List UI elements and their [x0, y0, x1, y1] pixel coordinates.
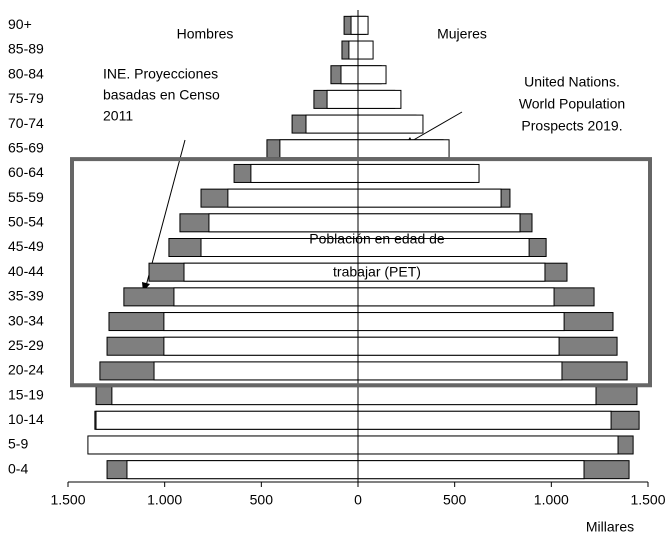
- bar: [126, 460, 359, 480]
- y-tick-label: 15-19: [8, 386, 44, 402]
- bar: [326, 89, 359, 109]
- y-tick-label: 70-74: [8, 115, 44, 131]
- bar: [95, 410, 359, 430]
- y-tick-label: 20-24: [8, 362, 44, 378]
- x-tick-label: 500: [250, 492, 274, 508]
- right-label: Mujeres: [437, 26, 487, 42]
- x-tick-label: 0: [354, 492, 362, 508]
- y-tick-label: 65-69: [8, 139, 44, 155]
- bar: [357, 460, 585, 480]
- bar: [340, 65, 359, 85]
- y-tick-label: 85-89: [8, 41, 44, 57]
- bar: [227, 188, 359, 208]
- annotation: basadas en Censo: [103, 87, 220, 103]
- bar: [357, 336, 560, 356]
- y-tick-label: 60-64: [8, 164, 44, 180]
- bar: [111, 386, 359, 406]
- bar: [357, 312, 565, 332]
- x-tick-label: 1.500: [630, 492, 665, 508]
- bar: [357, 163, 480, 183]
- annotation: Prospects 2019.: [521, 118, 622, 134]
- bar: [357, 410, 612, 430]
- bar: [357, 287, 555, 307]
- annotation: World Population: [519, 96, 625, 112]
- pet-box: [70, 157, 652, 388]
- x-tick-label: 1.000: [147, 492, 182, 508]
- bar: [87, 435, 359, 455]
- arrow-un: [409, 111, 463, 143]
- bar: [163, 312, 359, 332]
- bar: [357, 65, 387, 85]
- y-tick-label: 25-29: [8, 337, 44, 353]
- bar: [357, 213, 521, 233]
- y-tick-label: 35-39: [8, 288, 44, 304]
- bar: [357, 386, 597, 406]
- bar: [357, 361, 563, 381]
- bar: [357, 15, 369, 35]
- bar: [305, 114, 359, 134]
- bar: [357, 89, 402, 109]
- annotation: 2011: [103, 108, 133, 124]
- bar: [357, 40, 374, 60]
- y-tick-label: 80-84: [8, 65, 44, 81]
- bar: [153, 361, 359, 381]
- pet-label: Población en edad de: [309, 231, 445, 247]
- annotation: United Nations.: [524, 74, 620, 90]
- y-tick-label: 50-54: [8, 214, 44, 230]
- x-axis-label: Millares: [586, 519, 634, 535]
- bar: [173, 287, 359, 307]
- bar: [357, 114, 424, 134]
- bar: [183, 262, 359, 282]
- bar: [250, 163, 359, 183]
- bar: [350, 15, 359, 35]
- bar: [208, 213, 359, 233]
- bar: [357, 139, 450, 159]
- pet-label: trabajar (PET): [333, 264, 421, 280]
- y-tick-label: 40-44: [8, 263, 44, 279]
- bar: [348, 40, 359, 60]
- y-tick-label: 45-49: [8, 238, 44, 254]
- y-tick-label: 90+: [8, 16, 32, 32]
- y-tick-label: 0-4: [8, 460, 28, 476]
- y-tick-label: 55-59: [8, 189, 44, 205]
- y-tick-label: 10-14: [8, 411, 44, 427]
- bar: [163, 336, 359, 356]
- left-label: Hombres: [177, 26, 234, 42]
- x-tick-label: 1.000: [534, 492, 569, 508]
- bar: [357, 188, 502, 208]
- y-tick-label: 5-9: [8, 436, 28, 452]
- bar: [279, 139, 359, 159]
- y-tick-label: 30-34: [8, 312, 44, 328]
- bar: [357, 435, 619, 455]
- y-tick-label: 75-79: [8, 90, 44, 106]
- x-tick-label: 500: [443, 492, 467, 508]
- annotation: INE. Proyecciones: [103, 66, 218, 82]
- x-tick-label: 1.500: [50, 492, 85, 508]
- arrow-ine: [145, 139, 186, 287]
